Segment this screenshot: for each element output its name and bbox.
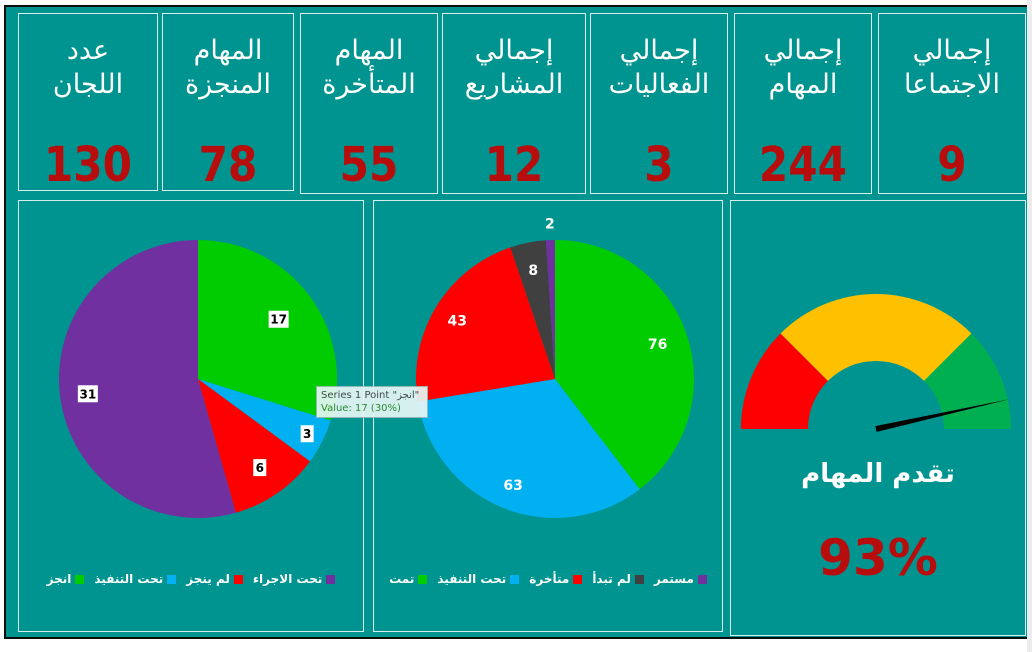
- legend-item[interactable]: تمت: [389, 572, 428, 586]
- legend-label: تحت الاجراء: [252, 572, 323, 586]
- data-label: 3: [303, 427, 311, 441]
- legend-label: مستمر: [653, 572, 694, 586]
- kpi-value: 9: [937, 137, 967, 193]
- pie-slice[interactable]: [198, 379, 311, 513]
- data-label: 2: [545, 216, 555, 232]
- data-label: 43: [447, 313, 466, 329]
- kpi-value: 3: [644, 137, 674, 193]
- kpi-card-done-tasks: المهام المنجزة 78: [162, 13, 294, 193]
- tooltip-line-1: Series 1 Point "انجز": [321, 390, 420, 401]
- kpi-label: عدد اللجان: [52, 35, 124, 100]
- legend-label: تمت: [389, 572, 415, 586]
- legend-item[interactable]: تحت الاجراء: [252, 572, 336, 586]
- legend-item[interactable]: لم ينجز: [186, 572, 243, 586]
- pie-slice[interactable]: [198, 240, 337, 421]
- data-label-box: [268, 310, 289, 328]
- data-label: 17: [270, 313, 287, 327]
- data-label: 76: [648, 337, 667, 353]
- legend-item[interactable]: تحت التنفيذ: [94, 572, 177, 586]
- kpi-label: إجمالي الاجتماعا: [904, 35, 1000, 100]
- data-label: 6: [256, 461, 264, 475]
- legend-label: لم ينجز: [186, 572, 230, 586]
- data-label: 8: [528, 263, 538, 279]
- kpi-label: إجمالي الفعاليات: [608, 35, 710, 100]
- tooltip-line-2: Value: 17 (30%): [321, 403, 401, 414]
- legend-label: متأخرة: [529, 572, 570, 586]
- kpi-label: المهام المنجزة: [185, 35, 271, 100]
- gauge-band: [780, 294, 972, 381]
- panel-progress-gauge: تقدم المهام 93%: [730, 200, 1026, 636]
- pie-slice[interactable]: [416, 247, 555, 402]
- kpi-value: 12: [484, 137, 544, 193]
- data-label: 63: [503, 478, 522, 494]
- panel-committee-pie: 17 3 6 31 انجز تحت التنفيذ لم ينجز تحت الاج…: [18, 200, 364, 632]
- data-label-box: [300, 425, 314, 443]
- legend-label: تحت التنفيذ: [94, 572, 164, 586]
- legend-label: انجز: [46, 572, 72, 586]
- legend-label: لم تبدأ: [592, 572, 631, 586]
- panel-tasks-pie: 76 63 43 8 2 تمت تحت التنفيذ متأخرة لم تبدأ …: [373, 200, 723, 632]
- gauge-band: [924, 333, 1011, 429]
- chart-tooltip: Series 1 Point "انجز" Value: 17 (30%): [316, 386, 428, 418]
- kpi-value: 78: [198, 137, 258, 193]
- data-label-box: [77, 385, 98, 403]
- pie-slice[interactable]: [59, 240, 236, 518]
- gauge-band: [741, 333, 828, 429]
- legend-item[interactable]: مستمر: [654, 572, 707, 586]
- data-label: 31: [80, 387, 97, 401]
- gauge-chart: [741, 294, 1011, 432]
- legend-tasks: تمت تحت التنفيذ متأخرة لم تبدأ مستمر: [374, 572, 722, 586]
- pie-slice[interactable]: [510, 240, 555, 379]
- kpi-value: 130: [43, 137, 133, 193]
- legend-committees: انجز تحت التنفيذ لم ينجز تحت الاجراء: [19, 572, 363, 586]
- kpi-card-events: إجمالي الفعاليات 3: [590, 13, 728, 194]
- kpi-value: 55: [339, 137, 399, 193]
- kpi-card-meetings: إجمالي الاجتماعا 9: [878, 13, 1026, 194]
- legend-label: تحت التنفيذ: [437, 572, 507, 586]
- pie-chart-committees[interactable]: 17 3 6 31: [19, 201, 365, 633]
- window-edge: [1027, 0, 1032, 652]
- legend-item[interactable]: تحت التنفيذ: [437, 572, 520, 586]
- kpi-value: 244: [758, 137, 848, 193]
- pie-slice[interactable]: [198, 379, 331, 462]
- gauge-title: تقدم المهام: [801, 459, 955, 489]
- kpi-card-projects: إجمالي المشاريع 12: [442, 13, 586, 194]
- data-label-box: [253, 459, 267, 477]
- kpi-card-late-tasks: المهام المتأخرة 55: [300, 13, 438, 194]
- pie-chart-tasks[interactable]: 76 63 43 8 2: [374, 201, 724, 633]
- kpi-card-tasks: إجمالي المهام 244: [734, 13, 872, 194]
- legend-item[interactable]: متأخرة: [529, 572, 583, 586]
- kpi-label: المهام المتأخرة: [322, 35, 416, 100]
- kpi-label: إجمالي المشاريع: [464, 35, 564, 100]
- kpi-label: إجمالي المهام: [763, 35, 843, 100]
- pie-slice[interactable]: [417, 379, 640, 518]
- gauge-value: 93%: [818, 529, 938, 587]
- gauge-needle: [875, 399, 1010, 432]
- kpi-card-committees: عدد اللجان 130: [18, 13, 158, 193]
- pie-slice[interactable]: [555, 240, 694, 490]
- legend-item[interactable]: انجز: [47, 572, 85, 586]
- legend-item[interactable]: لم تبدأ: [592, 572, 644, 586]
- pie-slice[interactable]: [545, 240, 555, 379]
